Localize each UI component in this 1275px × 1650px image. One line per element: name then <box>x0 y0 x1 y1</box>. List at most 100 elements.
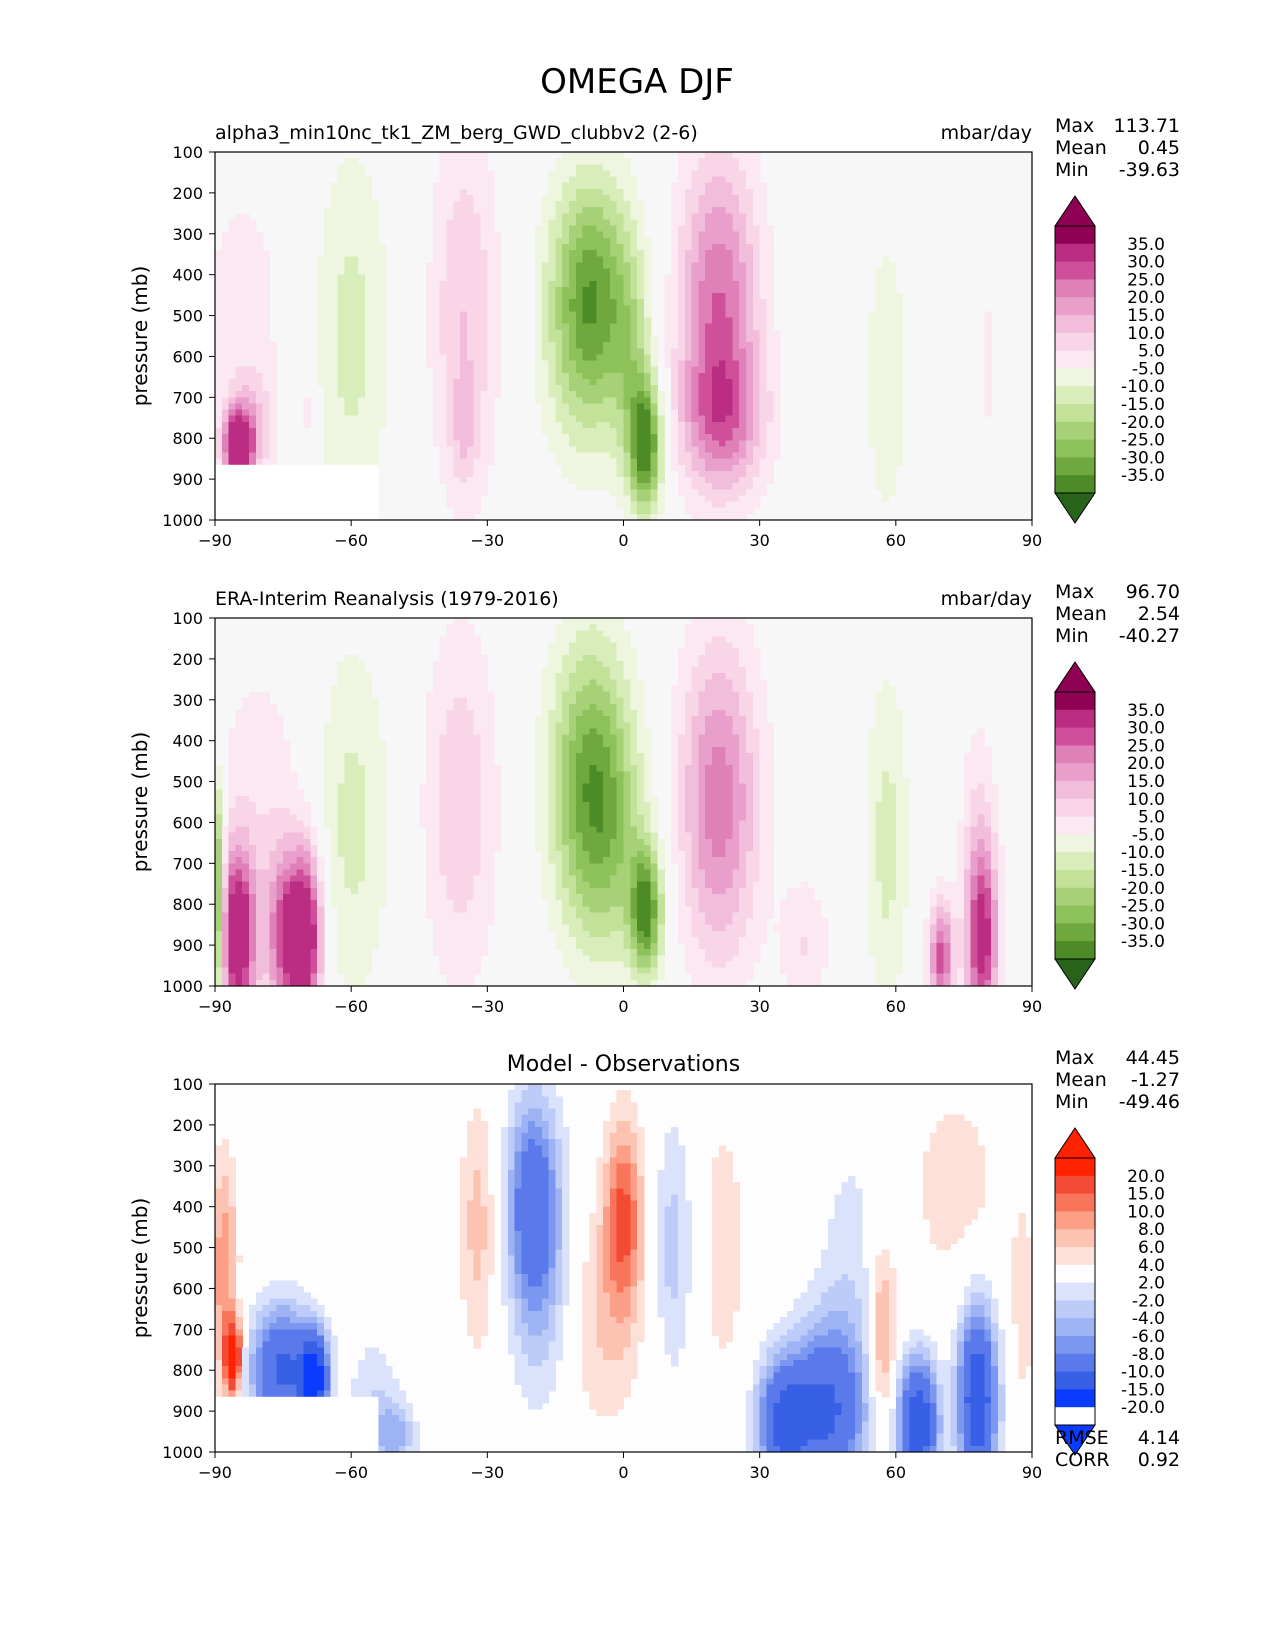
contour-cell <box>766 237 774 245</box>
contour-cell <box>596 759 604 766</box>
contour-cell <box>330 360 339 368</box>
contour-cell <box>569 280 577 288</box>
contour-cell <box>215 428 223 435</box>
contour-cell <box>460 752 468 760</box>
contour-cell <box>562 642 570 650</box>
contour-cell <box>684 697 693 705</box>
contour-cell <box>616 360 625 368</box>
contour-cell <box>589 329 597 337</box>
contour-cell <box>895 759 904 766</box>
contour-cell <box>548 740 557 748</box>
contour-cell <box>582 477 591 484</box>
contour-cell <box>671 391 679 398</box>
contour-cell <box>677 428 686 435</box>
contour-cell <box>215 397 223 405</box>
contour-cell <box>671 348 679 355</box>
contour-cell <box>453 648 461 656</box>
contour-cell <box>691 244 699 251</box>
contour-cell <box>215 286 223 294</box>
contour-cell <box>963 752 972 760</box>
contour-cell <box>882 710 890 717</box>
contour-cell <box>671 342 679 349</box>
contour-cell <box>677 231 686 239</box>
contour-cell <box>323 752 332 760</box>
contour-cell <box>623 446 631 454</box>
contour-cell <box>337 342 345 349</box>
contour-cell <box>589 286 597 294</box>
contour-cell <box>684 188 693 196</box>
contour-cell <box>466 740 475 748</box>
contour-cell <box>664 323 672 331</box>
contour-cell <box>657 483 665 490</box>
contour-cell <box>752 495 761 503</box>
contour-cell <box>228 415 237 423</box>
contour-cell <box>671 722 679 729</box>
contour-cell <box>889 317 897 325</box>
contour-cell <box>603 648 611 656</box>
contour-cell <box>677 372 686 380</box>
contour-cell <box>752 176 761 184</box>
contour-cell <box>603 654 611 662</box>
contour-cell <box>664 348 672 355</box>
contour-cell <box>494 250 502 257</box>
contour-cell <box>460 397 468 405</box>
contour-cell <box>344 213 352 221</box>
contour-cell <box>677 452 686 460</box>
contour-cell <box>705 489 713 497</box>
contour-cell <box>773 336 781 343</box>
contour-cell <box>664 342 672 349</box>
contour-cell <box>889 746 897 754</box>
contour-cell <box>718 293 727 300</box>
contour-cell <box>596 280 604 288</box>
contour-cell <box>603 385 611 392</box>
contour-cell <box>752 366 761 374</box>
contour-cell <box>562 728 570 736</box>
contour-cell <box>623 201 631 208</box>
y-tick-label: 900 <box>172 470 203 489</box>
contour-cell <box>698 403 706 411</box>
contour-cell <box>609 470 618 478</box>
contour-cell <box>739 336 747 343</box>
contour-cell <box>677 201 686 208</box>
contour-cell <box>249 348 257 355</box>
contour-cell <box>317 256 325 263</box>
contour-cell <box>609 440 618 447</box>
contour-cell <box>603 477 611 484</box>
contour-cell <box>725 691 734 699</box>
contour-cell <box>759 415 768 423</box>
contour-cell <box>378 391 386 398</box>
contour-cell <box>677 765 686 772</box>
contour-cell <box>432 305 441 313</box>
contour-cell <box>446 648 454 656</box>
contour-cell <box>609 342 618 349</box>
contour-cell <box>732 182 740 190</box>
contour-cell <box>623 489 631 497</box>
contour-cell <box>970 789 979 797</box>
contour-cell <box>684 654 693 662</box>
contour-cell <box>555 734 563 742</box>
contour-cell <box>718 403 727 411</box>
contour-cell <box>480 274 488 282</box>
contour-cell <box>357 329 366 337</box>
contour-cell <box>453 354 461 362</box>
contour-cell <box>330 194 339 202</box>
contour-cell <box>732 219 740 227</box>
contour-cell <box>344 434 352 441</box>
contour-cell <box>569 256 577 263</box>
contour-cell <box>637 201 645 208</box>
contour-cell <box>255 697 264 705</box>
contour-cell <box>596 348 604 355</box>
contour-cell <box>712 280 720 288</box>
contour-cell <box>882 722 890 729</box>
contour-cell <box>766 225 774 233</box>
contour-cell <box>344 446 352 454</box>
contour-cell <box>616 158 625 165</box>
contour-cell <box>603 225 611 233</box>
contour-cell <box>759 483 768 490</box>
contour-cell <box>460 207 468 214</box>
contour-cell <box>487 360 495 368</box>
contour-cell <box>630 789 638 797</box>
contour-cell <box>473 495 482 503</box>
contour-cell <box>494 280 502 288</box>
contour-cell <box>630 495 638 503</box>
